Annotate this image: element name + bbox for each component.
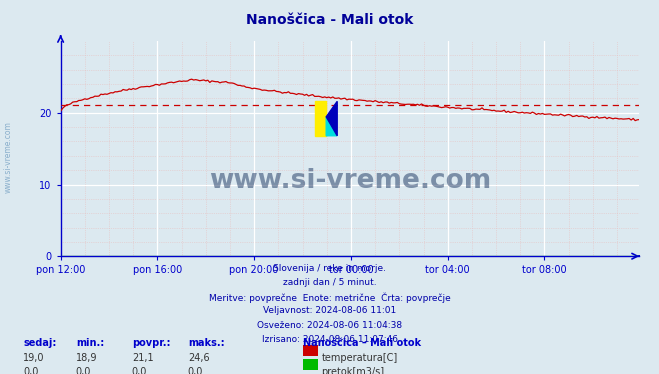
Text: zadnji dan / 5 minut.: zadnji dan / 5 minut. xyxy=(283,278,376,287)
Text: Slovenija / reke in morje.: Slovenija / reke in morje. xyxy=(273,264,386,273)
Text: 0,0: 0,0 xyxy=(76,367,91,374)
Polygon shape xyxy=(326,117,337,136)
Text: 19,0: 19,0 xyxy=(23,353,45,363)
Text: min.:: min.: xyxy=(76,338,104,349)
Text: temperatura[C]: temperatura[C] xyxy=(322,353,398,363)
Text: 21,1: 21,1 xyxy=(132,353,154,363)
Text: Meritve: povprečne  Enote: metrične  Črta: povprečje: Meritve: povprečne Enote: metrične Črta:… xyxy=(209,292,450,303)
Text: Izrisano: 2024-08-06 11:07:46: Izrisano: 2024-08-06 11:07:46 xyxy=(262,335,397,344)
Bar xyxy=(315,101,326,136)
Text: povpr.:: povpr.: xyxy=(132,338,170,349)
Text: Veljavnost: 2024-08-06 11:01: Veljavnost: 2024-08-06 11:01 xyxy=(263,306,396,315)
Text: 18,9: 18,9 xyxy=(76,353,98,363)
Text: Nanoščica – Mali otok: Nanoščica – Mali otok xyxy=(303,338,421,349)
Text: Nanoščica - Mali otok: Nanoščica - Mali otok xyxy=(246,13,413,27)
Text: Osveženo: 2024-08-06 11:04:38: Osveženo: 2024-08-06 11:04:38 xyxy=(257,321,402,329)
Text: maks.:: maks.: xyxy=(188,338,225,349)
Text: www.si-vreme.com: www.si-vreme.com xyxy=(209,168,491,194)
Text: 0,0: 0,0 xyxy=(132,367,147,374)
Text: sedaj:: sedaj: xyxy=(23,338,57,349)
Text: 0,0: 0,0 xyxy=(188,367,203,374)
Polygon shape xyxy=(326,101,337,136)
Text: www.si-vreme.com: www.si-vreme.com xyxy=(4,121,13,193)
Text: 0,0: 0,0 xyxy=(23,367,38,374)
Text: 24,6: 24,6 xyxy=(188,353,210,363)
Text: pretok[m3/s]: pretok[m3/s] xyxy=(322,367,385,374)
